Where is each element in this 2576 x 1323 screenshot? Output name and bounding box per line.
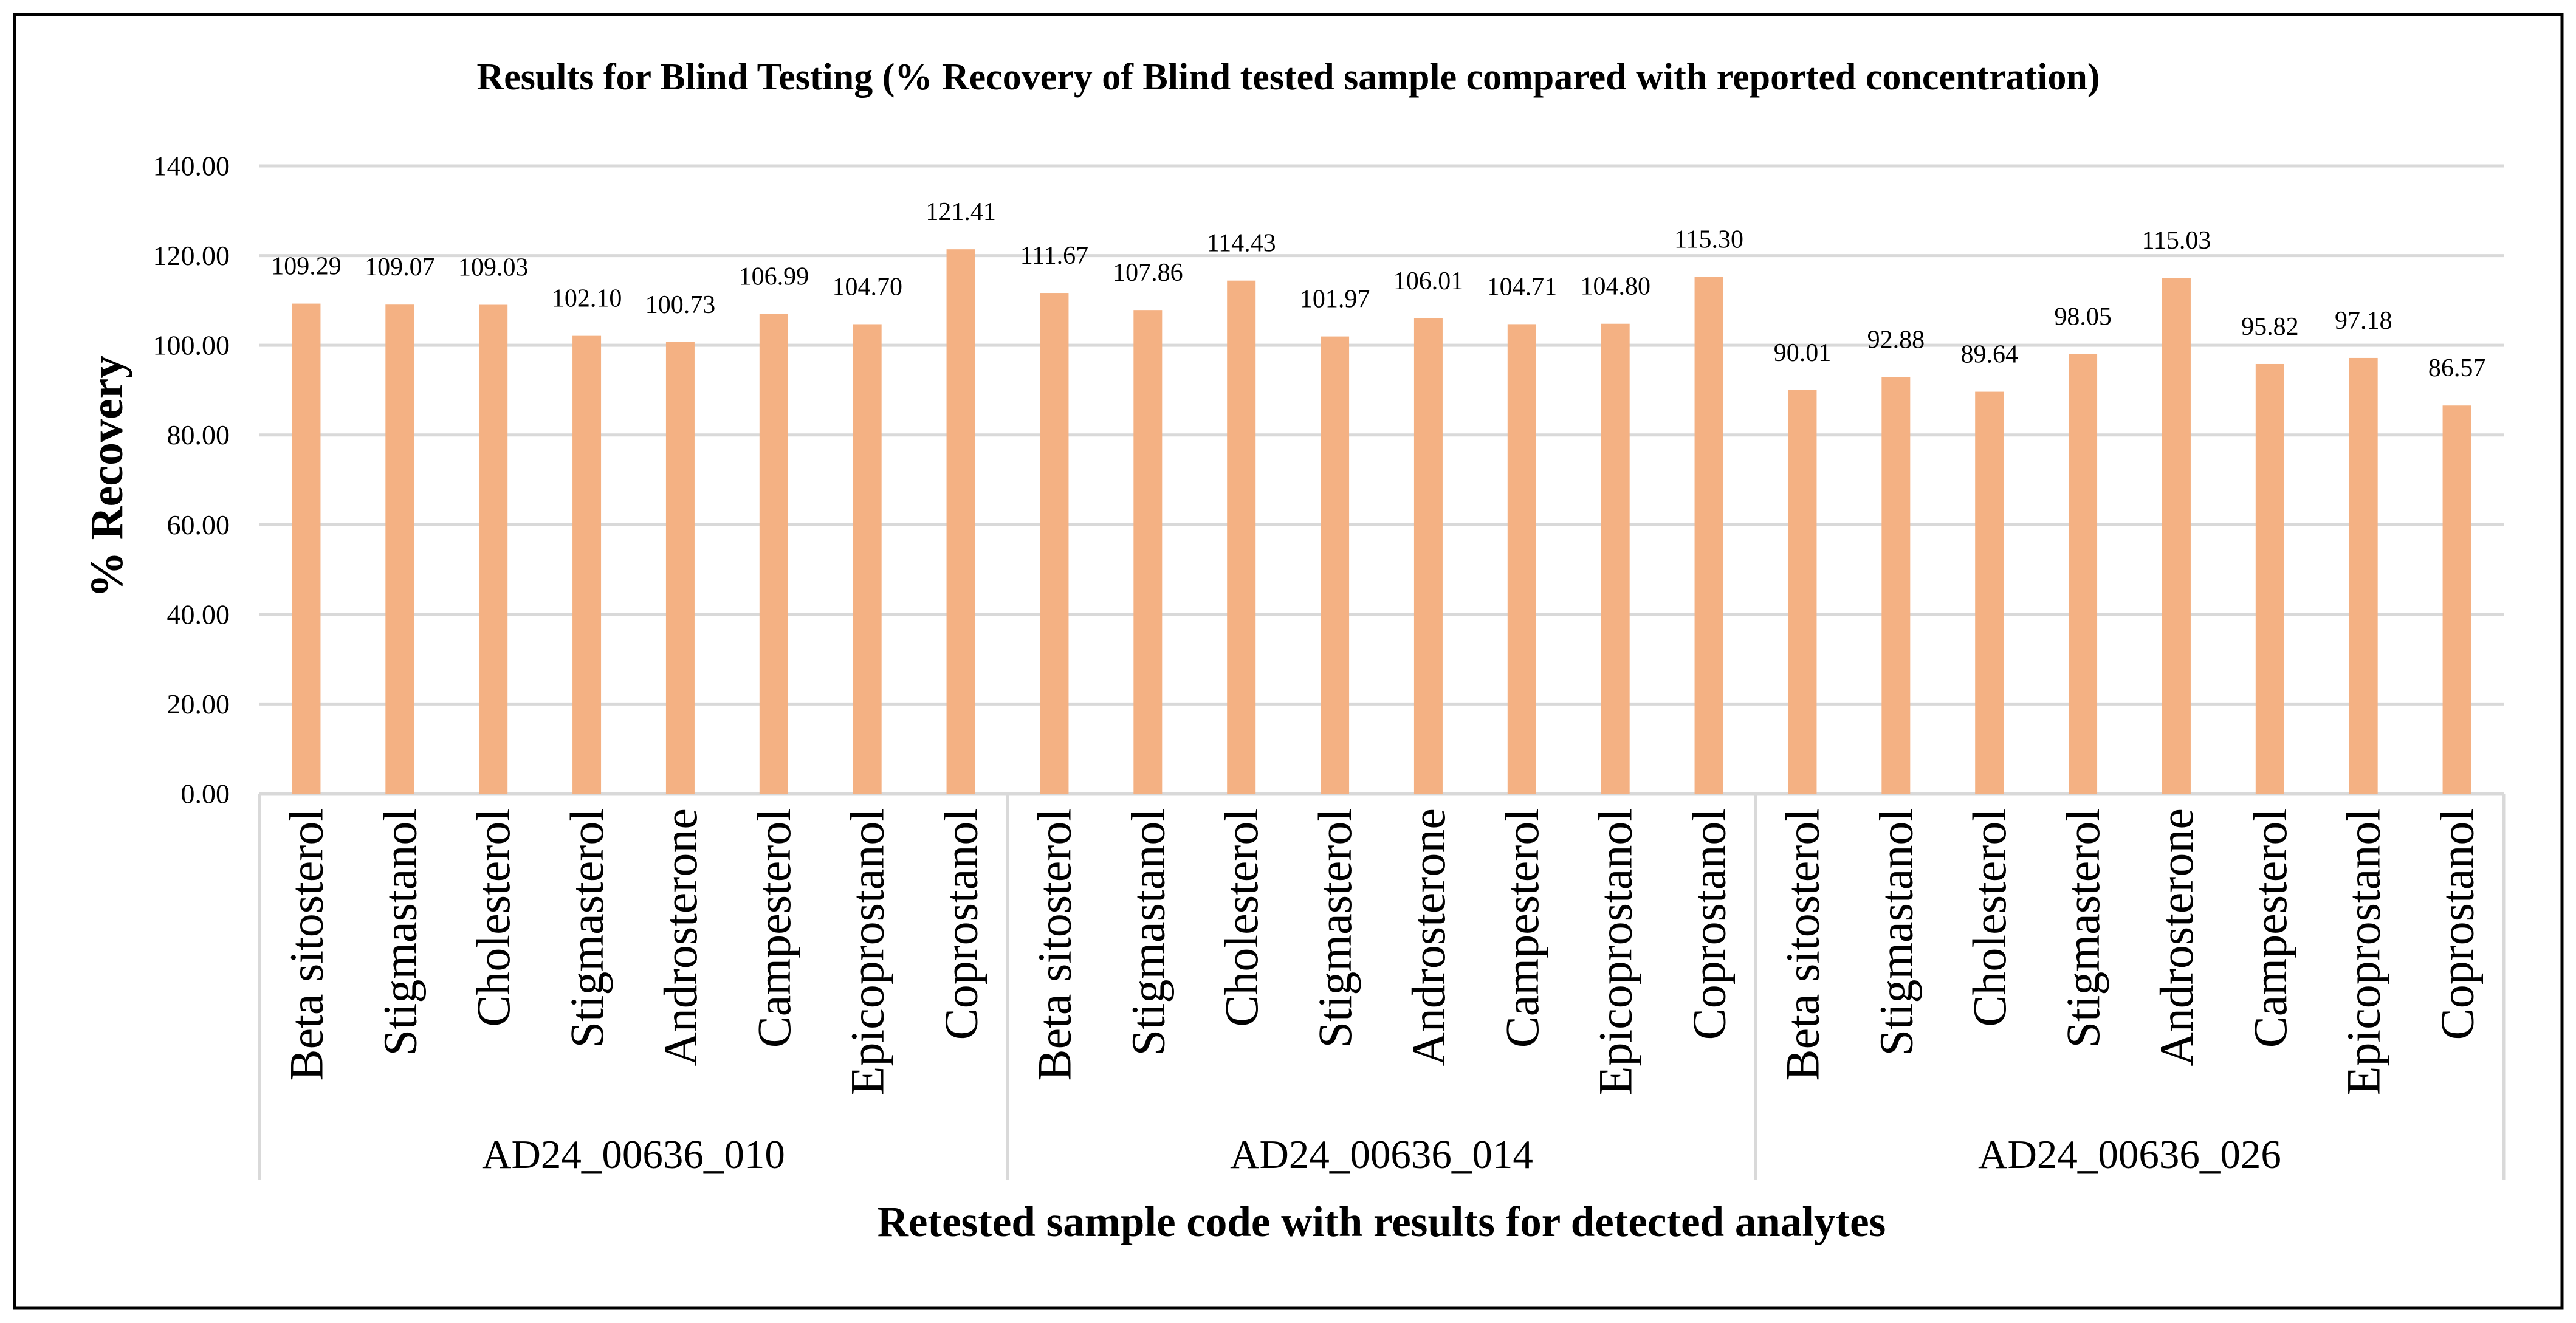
- bar-ad24-00636-026-androsterone: [2162, 278, 2191, 794]
- gridlines: [259, 164, 2504, 796]
- category-label-ad24-00636-026-stigmastanol: Stigmastanol: [1869, 808, 1922, 1056]
- data-label-ad24-00636-026-cholesterol: 89.64: [1960, 341, 2018, 369]
- bar-ad24-00636-026-campesterol: [2255, 363, 2284, 794]
- category-label-ad24-00636-026-androsterone: Androsterone: [2150, 808, 2203, 1067]
- group-dividers: [258, 794, 2506, 1180]
- y-tick-label-40: 40.00: [167, 599, 230, 630]
- category-label-ad24-00636-014-stigmastanol: Stigmastanol: [1121, 808, 1174, 1056]
- chart-title: Results for Blind Testing (% Recovery of…: [476, 57, 2100, 98]
- bar-ad24-00636-014-coprostanol: [1694, 277, 1723, 794]
- data-label-ad24-00636-026-stigmastanol: 92.88: [1867, 326, 1925, 354]
- bar-ad24-00636-026-epicoprostanol: [2349, 357, 2378, 794]
- category-label-ad24-00636-014-beta-sitosterol: Beta sitosterol: [1028, 808, 1080, 1081]
- category-label-ad24-00636-010-androsterone: Androsterone: [654, 808, 707, 1067]
- bar-ad24-00636-026-beta-sitosterol: [1788, 390, 1817, 794]
- data-label-ad24-00636-010-cholesterol: 109.03: [458, 254, 529, 282]
- category-labels: Beta sitosterol Stigmastanol Cholesterol St…: [280, 808, 2483, 1095]
- bar-ad24-00636-010-cholesterol: [479, 304, 508, 794]
- data-label-ad24-00636-026-beta-sitosterol: 90.01: [1774, 339, 1832, 367]
- y-tick-label-100: 100.00: [153, 330, 230, 361]
- category-label-ad24-00636-026-beta-sitosterol: Beta sitosterol: [1776, 808, 1829, 1081]
- data-label-ad24-00636-014-epicoprostanol: 104.80: [1580, 273, 1650, 301]
- data-label-ad24-00636-014-coprostanol: 115.30: [1674, 225, 1743, 253]
- category-label-ad24-00636-010-coprostanol: Coprostanol: [935, 808, 987, 1040]
- y-tick-label-20: 20.00: [167, 689, 230, 720]
- bar-ad24-00636-010-stigmastanol: [385, 304, 414, 794]
- group-label-ad24-00636-026: AD24_00636_026: [1978, 1132, 2281, 1177]
- y-tick-label-0: 0.00: [181, 778, 230, 809]
- bar-ad24-00636-010-coprostanol: [946, 249, 975, 794]
- category-label-ad24-00636-010-epicoprostanol: Epicoprostanol: [841, 808, 894, 1095]
- x-axis-title: Retested sample code with results for de…: [878, 1198, 1886, 1246]
- bar-ad24-00636-026-coprostanol: [2442, 405, 2471, 794]
- chart-frame: [13, 13, 2564, 1310]
- data-label-ad24-00636-014-stigmastanol: 107.86: [1113, 259, 1183, 287]
- data-labels: 109.29 109.07 109.03 102.10 100.73 106.99 104.…: [271, 198, 2485, 382]
- bars: [292, 249, 2471, 794]
- y-tick-label-80: 80.00: [167, 419, 230, 450]
- bar-ad24-00636-010-campesterol: [759, 314, 788, 794]
- data-label-ad24-00636-010-beta-sitosterol: 109.29: [271, 253, 342, 281]
- bar-ad24-00636-010-androsterone: [665, 342, 695, 794]
- bar-ad24-00636-014-stigmasterol: [1321, 336, 1350, 794]
- category-label-ad24-00636-026-cholesterol: Cholesterol: [1963, 808, 2016, 1027]
- y-tick-label-140: 140.00: [153, 151, 230, 182]
- category-label-ad24-00636-014-coprostanol: Coprostanol: [1683, 808, 1736, 1040]
- bar-ad24-00636-014-stigmastanol: [1133, 310, 1163, 794]
- plot-area: 0.00 20.00 40.00 60.00 80.00 100.00 120.00 140.…: [153, 151, 2506, 1180]
- bar-ad24-00636-014-beta-sitosterol: [1040, 293, 1069, 794]
- bar-ad24-00636-010-beta-sitosterol: [292, 303, 321, 794]
- category-label-ad24-00636-026-epicoprostanol: Epicoprostanol: [2337, 808, 2390, 1095]
- y-tick-label-60: 60.00: [167, 509, 230, 540]
- bar-ad24-00636-014-cholesterol: [1227, 280, 1256, 794]
- data-label-ad24-00636-026-campesterol: 95.82: [2241, 313, 2299, 341]
- bar-ad24-00636-026-stigmastanol: [1881, 377, 1911, 794]
- category-label-ad24-00636-014-androsterone: Androsterone: [1402, 808, 1455, 1067]
- category-label-ad24-00636-014-stigmasterol: Stigmasterol: [1308, 808, 1361, 1048]
- group-label-ad24-00636-010: AD24_00636_010: [482, 1132, 785, 1177]
- data-label-ad24-00636-026-androsterone: 115.03: [2142, 227, 2211, 255]
- category-label-ad24-00636-010-stigmasterol: Stigmasterol: [560, 808, 613, 1048]
- data-label-ad24-00636-010-stigmastanol: 109.07: [365, 253, 435, 281]
- data-label-ad24-00636-014-beta-sitosterol: 111.67: [1020, 242, 1088, 270]
- bar-ad24-00636-014-campesterol: [1507, 324, 1536, 794]
- category-label-ad24-00636-010-campesterol: Campesterol: [747, 808, 800, 1048]
- category-label-ad24-00636-026-stigmasterol: Stigmasterol: [2056, 808, 2109, 1048]
- data-label-ad24-00636-014-cholesterol: 114.43: [1207, 230, 1276, 258]
- category-label-ad24-00636-010-stigmastanol: Stigmastanol: [373, 808, 426, 1056]
- category-label-ad24-00636-026-campesterol: Campesterol: [2244, 808, 2296, 1048]
- data-label-ad24-00636-014-campesterol: 104.71: [1487, 273, 1558, 301]
- bar-ad24-00636-010-epicoprostanol: [853, 324, 882, 794]
- category-label-ad24-00636-026-coprostanol: Coprostanol: [2431, 808, 2484, 1040]
- category-label-ad24-00636-010-beta-sitosterol: Beta sitosterol: [280, 808, 332, 1081]
- group-label-ad24-00636-014: AD24_00636_014: [1230, 1132, 1533, 1177]
- data-label-ad24-00636-010-epicoprostanol: 104.70: [832, 273, 902, 301]
- data-label-ad24-00636-010-campesterol: 106.99: [739, 263, 809, 291]
- data-label-ad24-00636-026-epicoprostanol: 97.18: [2335, 307, 2392, 335]
- category-label-ad24-00636-010-cholesterol: Cholesterol: [467, 808, 520, 1027]
- bar-ad24-00636-014-epicoprostanol: [1601, 323, 1630, 794]
- y-tick-label-120: 120.00: [153, 240, 230, 271]
- data-label-ad24-00636-026-stigmasterol: 98.05: [2054, 303, 2112, 331]
- bar-ad24-00636-010-stigmasterol: [572, 335, 602, 794]
- bar-ad24-00636-014-androsterone: [1413, 318, 1443, 794]
- data-label-ad24-00636-014-stigmasterol: 101.97: [1300, 286, 1370, 314]
- bar-ad24-00636-026-cholesterol: [1975, 391, 2004, 794]
- category-label-ad24-00636-014-epicoprostanol: Epicoprostanol: [1589, 808, 1642, 1095]
- data-label-ad24-00636-010-androsterone: 100.73: [645, 291, 716, 319]
- category-label-ad24-00636-014-campesterol: Campesterol: [1496, 808, 1548, 1048]
- data-label-ad24-00636-026-coprostanol: 86.57: [2428, 354, 2486, 382]
- data-label-ad24-00636-010-stigmasterol: 102.10: [552, 285, 622, 313]
- y-axis-tick-labels: 0.00 20.00 40.00 60.00 80.00 100.00 120.00 140.…: [153, 151, 230, 809]
- data-label-ad24-00636-010-coprostanol: 121.41: [926, 198, 996, 226]
- category-label-ad24-00636-014-cholesterol: Cholesterol: [1215, 808, 1268, 1027]
- data-label-ad24-00636-014-androsterone: 106.01: [1393, 267, 1464, 295]
- y-axis-title: % Recovery: [81, 356, 132, 598]
- group-labels: AD24_00636_010 AD24_00636_014 AD24_00636_0…: [482, 1132, 2281, 1177]
- bar-ad24-00636-026-stigmasterol: [2069, 354, 2098, 794]
